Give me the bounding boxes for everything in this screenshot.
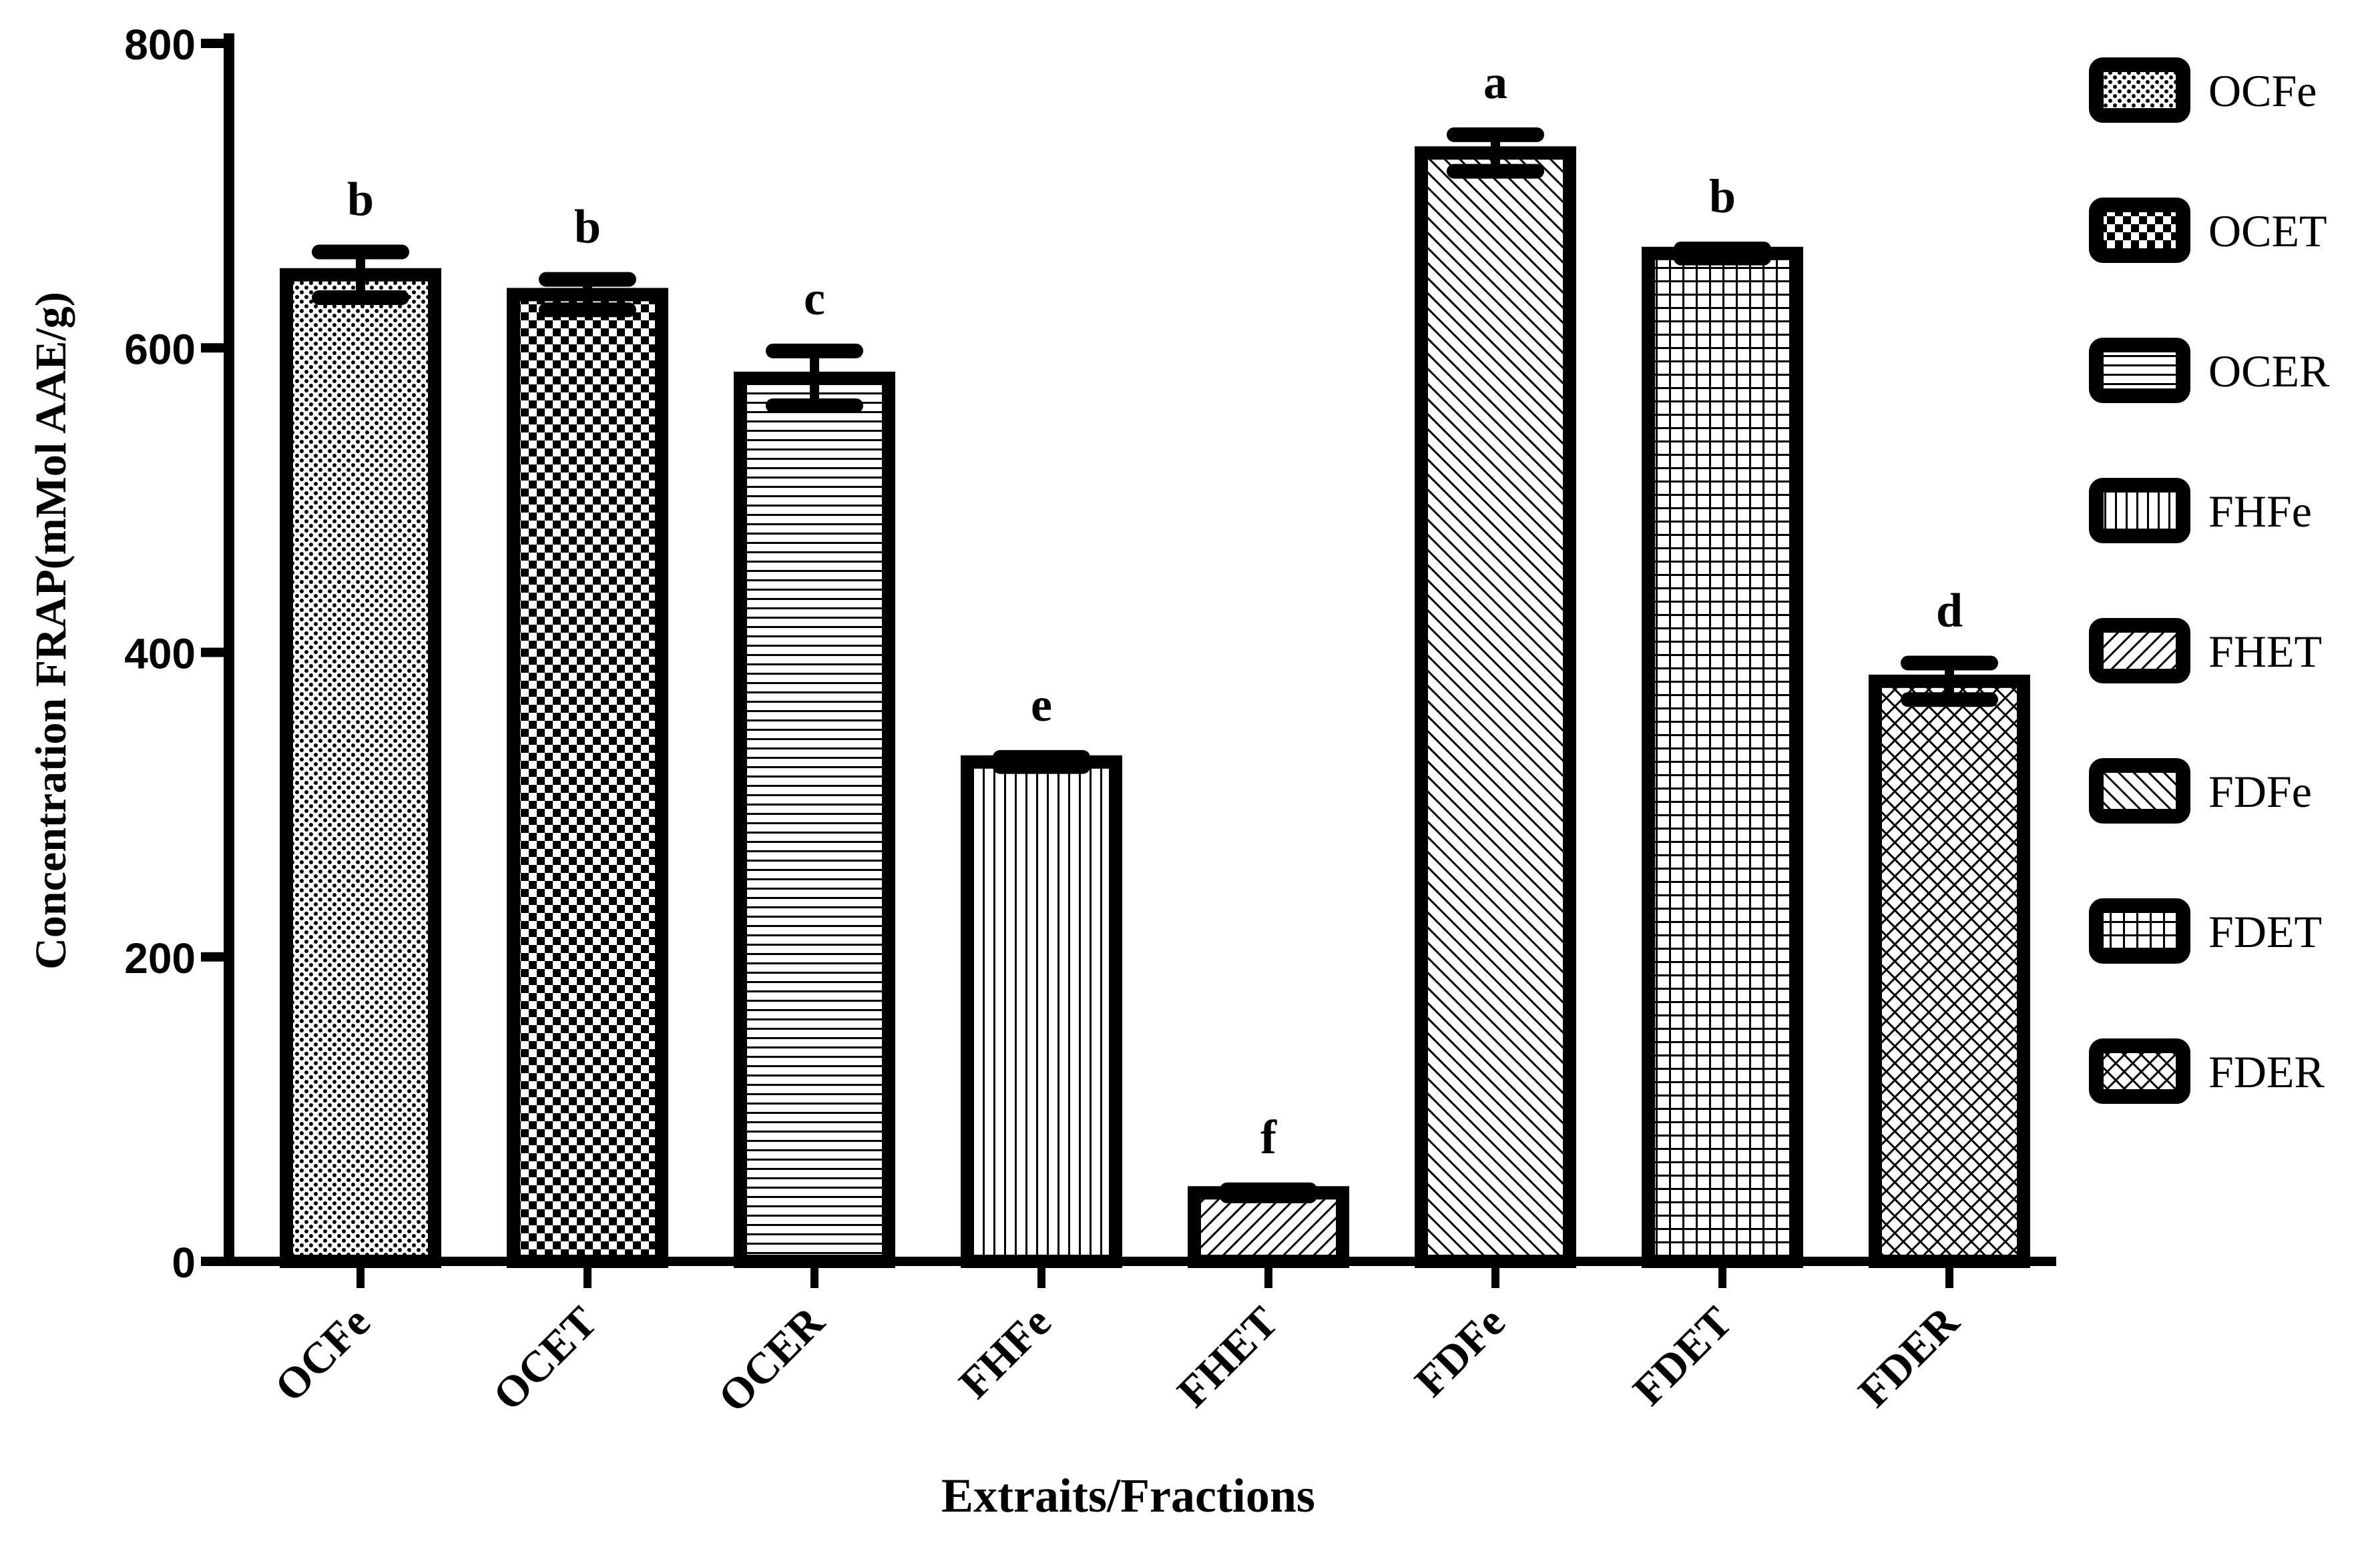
legend-label-FHFe: FHFe (2208, 486, 2312, 537)
legend-swatch-FDET (2089, 898, 2190, 964)
legend-swatch-OCFe (2089, 57, 2190, 123)
y-tick-label-200: 200 (124, 934, 196, 982)
y-axis-title: Concentration FRAP(mMol AAE/g) (27, 292, 75, 970)
x-tick-label-FHET: FHET (1168, 1297, 1288, 1417)
legend-label-OCFe: OCFe (2208, 65, 2317, 116)
bar-FHET (1188, 1186, 1349, 1268)
y-tick-label-800: 800 (124, 21, 196, 69)
x-tick-label-OCER: OCER (709, 1297, 834, 1422)
x-tick-label-FDFe: FDFe (1406, 1297, 1515, 1406)
significance-letter-OCET: b (574, 200, 601, 254)
bar-OCET (507, 288, 668, 1268)
bar-FDET (1642, 246, 1803, 1268)
x-tick-label-FHFe: FHFe (950, 1297, 1061, 1408)
legend-label-FHET: FHET (2208, 626, 2322, 677)
significance-letter-FHFe: e (1031, 678, 1052, 731)
x-tick-label-OCET: OCET (484, 1297, 607, 1420)
legend: OCFe OCET OCER FHFe FHET FDFe FDET FDER (2089, 57, 2330, 1104)
legend-swatch-FDER (2089, 1038, 2190, 1104)
legend-label-OCET: OCET (2208, 206, 2327, 256)
legend-swatch-OCER (2089, 338, 2190, 403)
x-tick-label-FDER: FDER (1849, 1297, 1969, 1417)
y-tick-label-400: 400 (124, 630, 196, 678)
significance-letter-FDER: d (1936, 583, 1963, 637)
bar-FHFe (961, 755, 1122, 1268)
x-tick-label-FDET: FDET (1624, 1297, 1742, 1415)
x-tick-label-OCFe: OCFe (266, 1297, 380, 1412)
bar-OCFe (280, 268, 441, 1268)
y-tick-label-0: 0 (172, 1239, 196, 1287)
significance-letter-FDFe: a (1483, 55, 1507, 109)
bar-OCER (734, 371, 895, 1268)
legend-label-OCER: OCER (2208, 346, 2330, 396)
plot-area: 0 200 400 600 800 b OCFe b OCET c OCER e FHFe f FHET a F… (124, 21, 2056, 1422)
legend-label-FDER: FDER (2208, 1046, 2325, 1097)
significance-letter-OCFe: b (347, 173, 374, 226)
y-tick-label-600: 600 (124, 325, 196, 373)
bar-FDFe (1415, 146, 1576, 1268)
x-axis-title: Extraits/Fractions (941, 1469, 1315, 1522)
significance-letter-OCER: c (804, 272, 825, 325)
bar-FDER (1869, 674, 2030, 1268)
legend-label-FDET: FDET (2208, 906, 2322, 957)
legend-swatch-FHET (2089, 618, 2190, 683)
legend-swatch-OCET (2089, 198, 2190, 263)
legend-swatch-FHFe (2089, 478, 2190, 543)
significance-letter-FHET: f (1260, 1111, 1277, 1164)
significance-letter-FDET: b (1709, 170, 1736, 223)
legend-swatch-FDFe (2089, 758, 2190, 824)
legend-label-FDFe: FDFe (2208, 766, 2312, 817)
